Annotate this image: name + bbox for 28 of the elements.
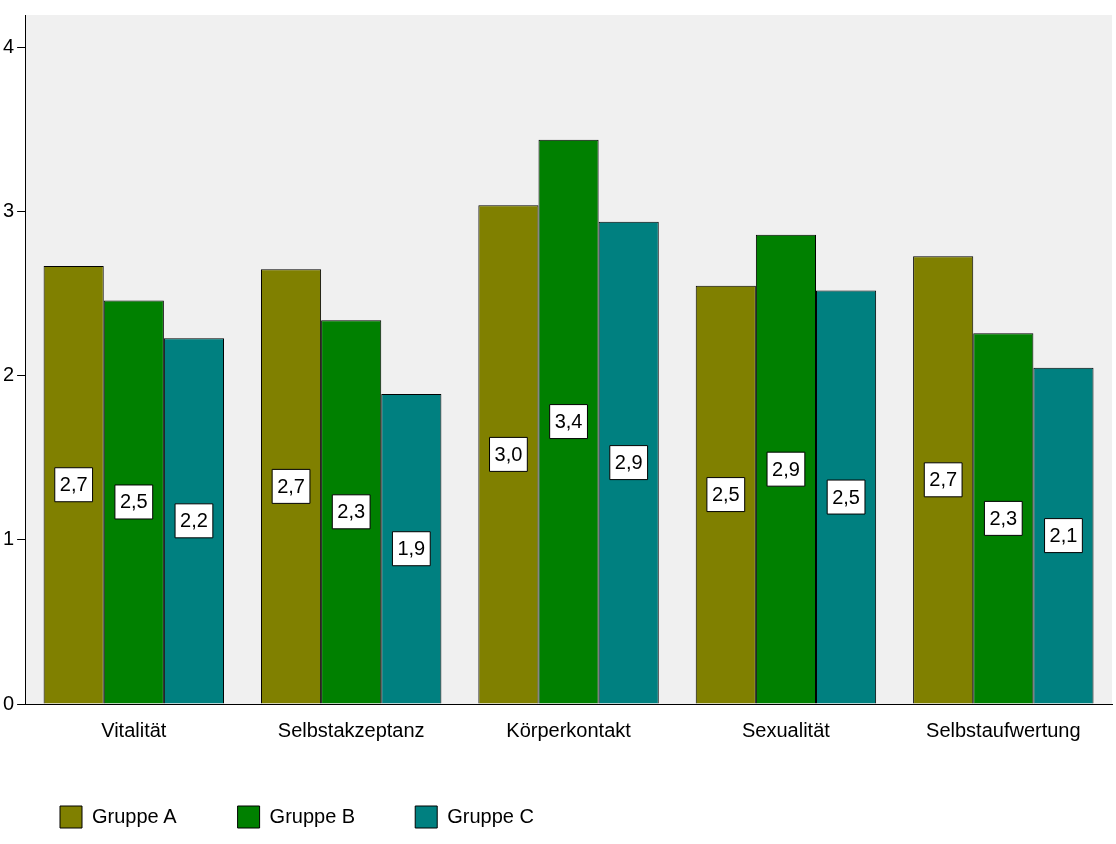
data-label: 2,5 bbox=[711, 483, 740, 506]
legend-label: Gruppe A bbox=[92, 804, 178, 827]
data-label: 2,3 bbox=[989, 506, 1018, 529]
x-tick-label: Körperkontakt bbox=[506, 718, 632, 741]
data-label: 2,7 bbox=[277, 474, 305, 497]
data-label: 2,7 bbox=[929, 468, 958, 491]
data-label: 2,5 bbox=[832, 485, 860, 508]
x-tick-label: Selbstaufwertung bbox=[926, 718, 1081, 741]
data-label: 2,5 bbox=[119, 490, 148, 513]
x-tick-label: Sexualität bbox=[742, 718, 831, 741]
y-tick-label: 2 bbox=[3, 363, 15, 386]
data-label: 3,4 bbox=[554, 410, 583, 433]
y-tick-label: 4 bbox=[3, 35, 15, 58]
x-tick-label: Vitalität bbox=[101, 718, 167, 741]
data-label: 2,9 bbox=[772, 457, 800, 480]
legend-label: Gruppe B bbox=[269, 804, 356, 827]
data-label: 1,9 bbox=[397, 537, 426, 560]
data-label: 2,7 bbox=[59, 473, 88, 496]
y-tick-label: 3 bbox=[3, 199, 15, 222]
x-tick-label: Selbstakzeptanz bbox=[277, 718, 425, 741]
data-label: 2,1 bbox=[1049, 524, 1078, 547]
y-tick-label: 0 bbox=[3, 691, 15, 714]
y-tick-label: 1 bbox=[3, 527, 15, 550]
data-label: 3,0 bbox=[494, 442, 523, 465]
data-label: 2,9 bbox=[614, 451, 643, 474]
legend-label: Gruppe C bbox=[447, 804, 534, 827]
data-label: 2,2 bbox=[180, 509, 208, 532]
data-label: 2,3 bbox=[337, 500, 366, 523]
